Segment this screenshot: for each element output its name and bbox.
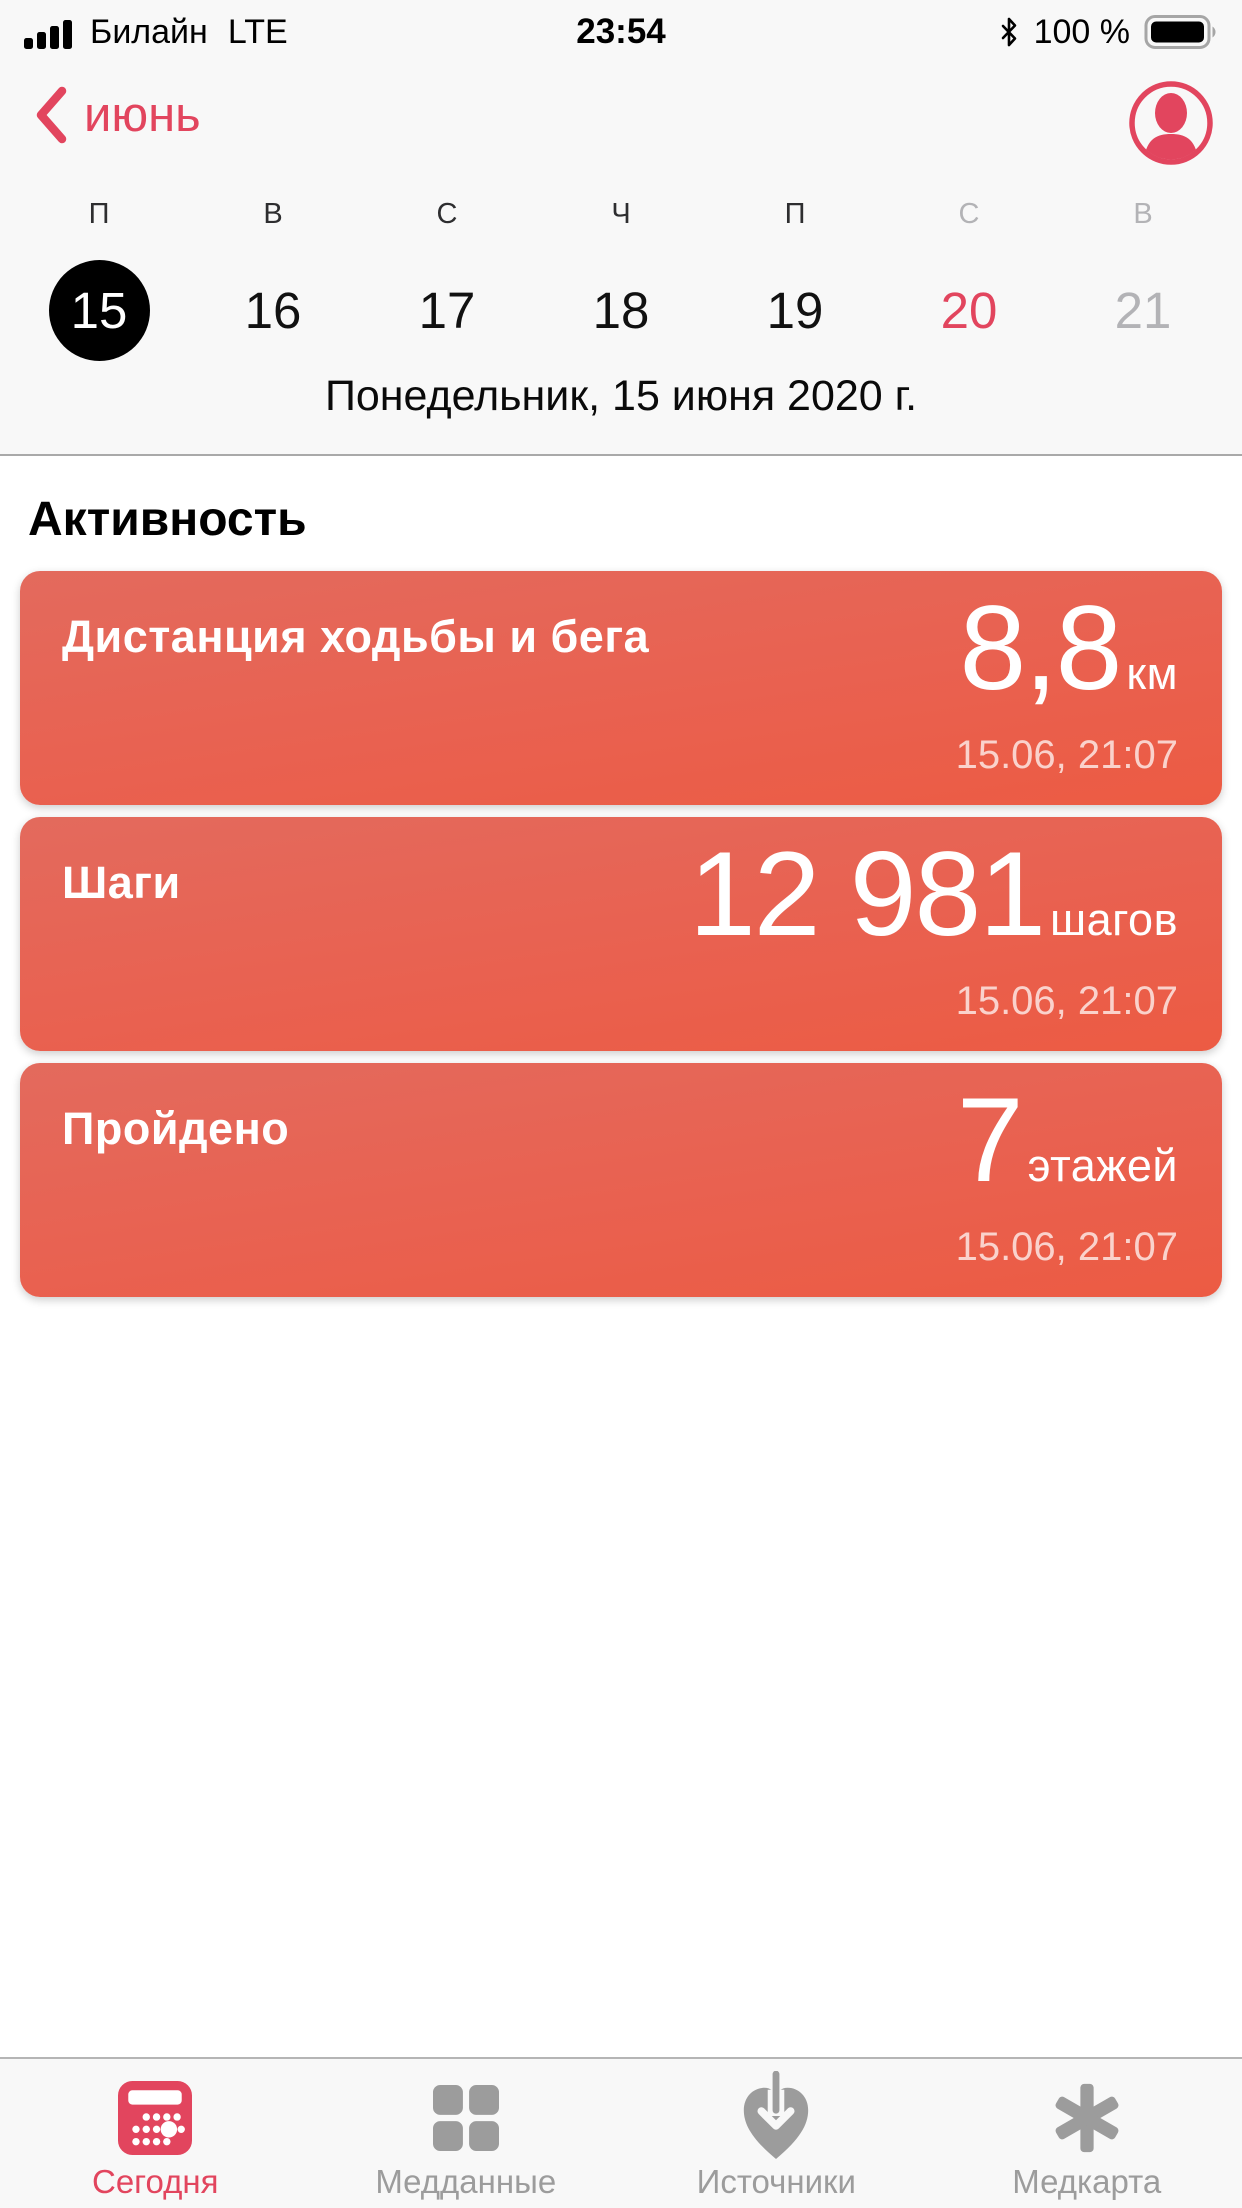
day-15-selected[interactable]: 15 — [12, 256, 186, 364]
back-button[interactable]: июнь — [34, 86, 201, 144]
weekday-letter: С — [958, 198, 980, 230]
network-type-label: LTE — [227, 12, 288, 51]
tab-icon-box — [118, 2075, 193, 2161]
weekday-letter: В — [1133, 198, 1153, 230]
day-18[interactable]: 18 — [592, 281, 650, 339]
battery-icon — [1144, 15, 1216, 49]
card-value: 12 981 шагов — [689, 825, 1178, 964]
heart-arrow-icon — [744, 2071, 809, 2159]
card-title: Дистанция ходьбы и бега — [62, 611, 650, 662]
bluetooth-icon — [1001, 17, 1016, 47]
card-timestamp: 15.06, 21:07 — [955, 979, 1178, 1023]
weekday-letter: С — [436, 198, 458, 230]
selected-day-circle: 15 — [48, 259, 150, 361]
card-timestamp: 15.06, 21:07 — [955, 1225, 1178, 1269]
weekday-letter: Ч — [611, 198, 631, 230]
card-value: 8,8 км — [960, 579, 1178, 718]
tab-label: Медданные — [375, 2163, 557, 2200]
content-area: Активность Дистанция ходьбы и бега 8,8 к… — [0, 458, 1242, 1297]
activity-cards: Дистанция ходьбы и бега 8,8 км 15.06, 21… — [0, 571, 1242, 1297]
weekday-row: П В С Ч П С В — [12, 198, 1230, 231]
tab-icon-box — [432, 2075, 499, 2161]
card-value: 7 этажей — [957, 1071, 1178, 1210]
day-17[interactable]: 17 — [418, 281, 476, 339]
status-bar-left: Билайн LTE — [24, 13, 288, 52]
tab-today[interactable]: Сегодня — [0, 2059, 311, 2208]
card-value-number: 7 — [956, 1073, 1024, 1207]
tab-label: Источники — [696, 2163, 856, 2200]
calendar-today-icon — [118, 2081, 193, 2155]
tab-label: Сегодня — [92, 2163, 219, 2200]
card-steps[interactable]: Шаги 12 981 шагов 15.06, 21:07 — [20, 817, 1222, 1051]
week-dates-row: 15 16 17 18 19 20 21 — [12, 256, 1230, 364]
card-title: Шаги — [62, 857, 181, 908]
card-walking-running-distance[interactable]: Дистанция ходьбы и бега 8,8 км 15.06, 21… — [20, 571, 1222, 805]
header: Билайн LTE 23:54 100 % июнь — [0, 0, 1242, 456]
weekday-letter: П — [784, 198, 806, 230]
tab-icon-box — [1051, 2075, 1123, 2161]
weekday-letter: П — [88, 198, 110, 230]
status-bar: Билайн LTE 23:54 100 % — [0, 0, 1242, 58]
full-date-label: Понедельник, 15 июня 2020 г. — [324, 372, 918, 420]
carrier-label: Билайн — [90, 12, 208, 51]
tab-icon-box — [737, 2071, 815, 2161]
card-timestamp: 15.06, 21:07 — [955, 733, 1178, 777]
card-value-number: 12 981 — [688, 827, 1046, 961]
grid-icon — [432, 2085, 499, 2151]
card-title: Пройдено — [62, 1103, 290, 1154]
status-bar-right: 100 % — [998, 13, 1218, 52]
tab-bar: Сегодня Медданные — [0, 2057, 1242, 2208]
card-value-unit: км — [1126, 648, 1178, 699]
tab-sources[interactable]: Источники — [621, 2059, 932, 2208]
signal-strength-icon — [24, 20, 72, 49]
section-title: Активность — [28, 493, 307, 546]
profile-button[interactable] — [1128, 80, 1214, 171]
back-button-label: июнь — [84, 88, 201, 142]
card-flights-climbed[interactable]: Пройдено 7 этажей 15.06, 21:07 — [20, 1063, 1222, 1297]
profile-icon — [1129, 81, 1213, 165]
card-value-unit: этажей — [1027, 1140, 1178, 1191]
card-value-unit: шагов — [1050, 894, 1178, 945]
day-16[interactable]: 16 — [244, 281, 302, 339]
back-chevron-icon — [36, 86, 67, 144]
day-20[interactable]: 20 — [940, 281, 998, 339]
weekday-letter: В — [263, 198, 283, 230]
tab-label: Медкарта — [1012, 2163, 1162, 2200]
day-19[interactable]: 19 — [766, 281, 824, 339]
tab-medical-id[interactable]: Медкарта — [932, 2059, 1242, 2208]
asterisk-icon — [1055, 2083, 1119, 2153]
tab-health-data[interactable]: Медданные — [311, 2059, 622, 2208]
day-21[interactable]: 21 — [1114, 281, 1172, 339]
battery-percent-label: 100 % — [1033, 12, 1130, 51]
card-value-number: 8,8 — [959, 581, 1123, 715]
